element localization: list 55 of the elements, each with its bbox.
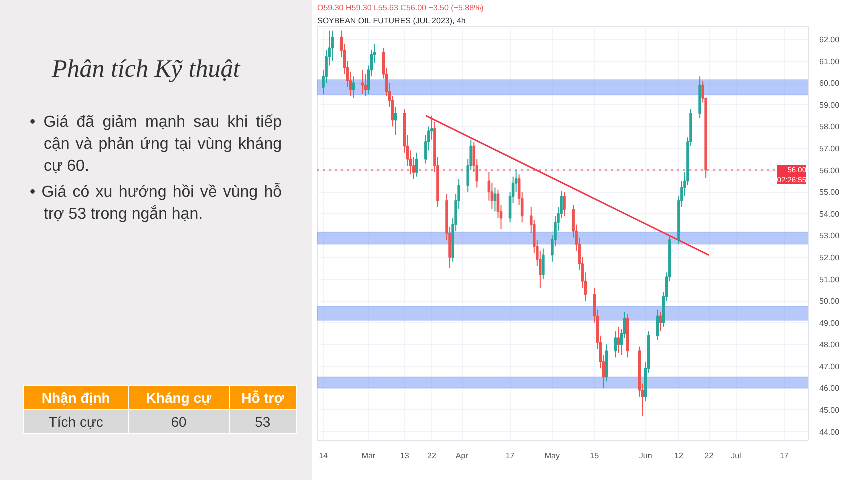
candlestick [563, 192, 566, 217]
y-tick-label: 48.00 [820, 340, 840, 350]
y-tick-label: 56.00 [820, 166, 840, 176]
chart-title: SOYBEAN OIL FUTURES (JUL 2023), 4h [318, 16, 466, 26]
x-tick-label: 22 [704, 452, 714, 460]
y-tick-label: 61.00 [820, 57, 840, 66]
text: 53 [255, 414, 271, 430]
x-tick-label: Jul [731, 452, 742, 460]
x-tick-label: 12 [674, 452, 684, 460]
x-tick-label: 17 [506, 452, 516, 460]
chart-subtitle: O59.30 H59.30 L55.63 C56.00 −3.50 (−5.88%) [318, 4, 484, 12]
x-tick-label: Apr [456, 452, 469, 460]
x-tick-label: May [544, 452, 560, 460]
text: Phân tích Kỹ thuật [52, 55, 240, 85]
x-tick-label: 22 [428, 452, 437, 460]
text: Tích cực [48, 414, 104, 430]
y-tick-label: 50.00 [820, 297, 840, 306]
text: 60 [171, 414, 187, 430]
candlestick [656, 309, 660, 341]
x-tick-label: 13 [400, 452, 410, 460]
y-tick-label: 46.00 [820, 384, 840, 394]
text: • Giá đã giảm mạnh sau khi tiếp cận và phản ứng tại vùng kháng cự 60. [29, 113, 282, 177]
candlestick [494, 187, 497, 212]
y-tick-label: 44.00 [820, 428, 840, 437]
y-tick-label: 53.00 [820, 232, 840, 241]
x-tick-label: 15 [590, 452, 600, 460]
y-tick-label: 51.00 [820, 275, 840, 284]
x-tick-label: Mar [362, 452, 376, 460]
category-label: Nhận định [24, 386, 129, 410]
y-tick-label: 54.00 [820, 210, 840, 219]
y-tick-label: 62.00 [820, 36, 840, 45]
x-tick-label: 14 [319, 452, 329, 460]
category-label: Hỗ trợ [229, 386, 296, 410]
y-tick-label: 49.00 [820, 318, 840, 328]
y-tick-label: 52.00 [820, 253, 840, 262]
candlestick [617, 326, 620, 354]
y-tick-label: 59.00 [820, 100, 840, 110]
candlestick [542, 248, 545, 280]
candlestick [331, 30, 334, 62]
text: • Giá có xu hướng hồi về vùng hỗ trợ 53 trong ngắn hạn. [29, 182, 282, 225]
y-tick-label: 55.00 [820, 188, 840, 198]
candlestick [659, 311, 662, 332]
candlestick [416, 152, 418, 178]
y-tick-label: 58.00 [820, 122, 840, 132]
candlestick [394, 106, 398, 136]
y-tick-label: 57.00 [820, 144, 840, 154]
y-tick-label: 60.00 [820, 79, 840, 88]
x-tick-label: Jun [639, 452, 652, 460]
x-tick-label: 17 [780, 452, 790, 460]
category-label: Kháng cự [128, 386, 230, 410]
candlestick [361, 70, 364, 95]
candlestick [352, 76, 356, 99]
candlestick [614, 331, 618, 358]
y-tick-label: 45.00 [820, 406, 840, 415]
y-tick-label: 47.00 [820, 362, 840, 372]
